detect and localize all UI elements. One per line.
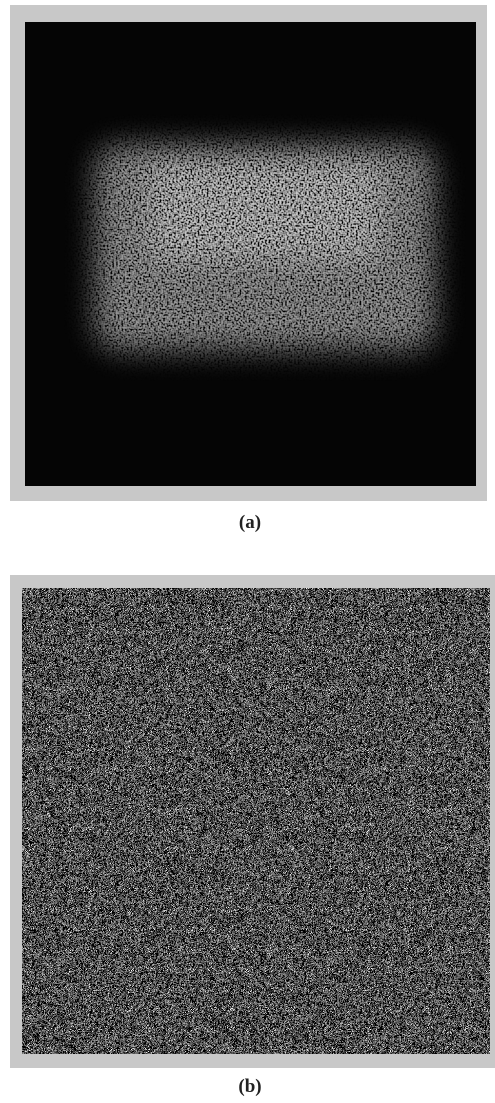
speckle-pattern	[25, 22, 476, 486]
caption: (a)	[239, 512, 261, 533]
caption: (b)	[238, 1076, 261, 1097]
noise-image	[22, 588, 490, 1054]
